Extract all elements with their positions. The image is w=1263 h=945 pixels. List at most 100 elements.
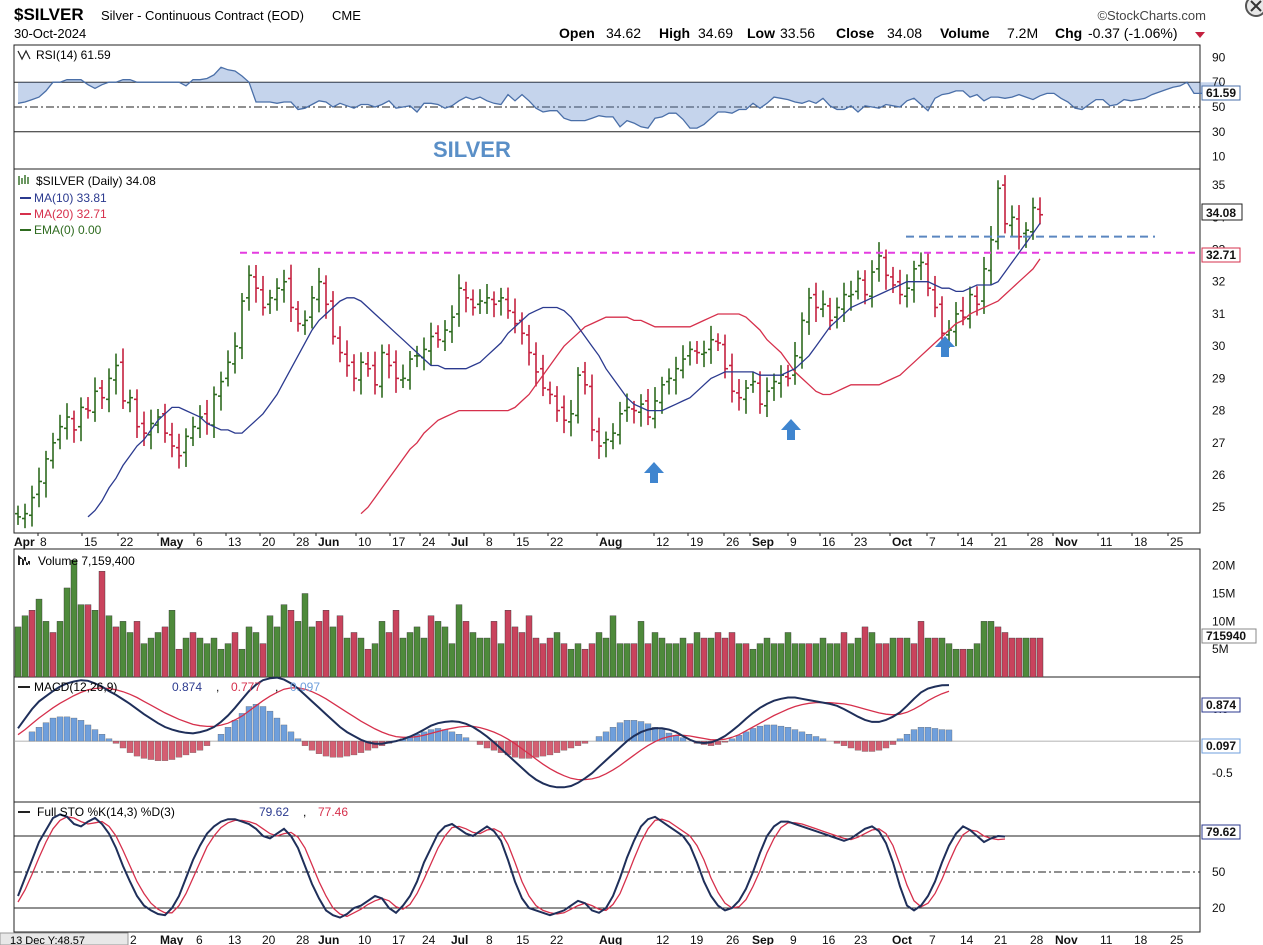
volume-bar [742,643,750,678]
volume-bar [847,643,855,678]
volume-bar [105,615,113,678]
volume-bar [987,621,995,678]
ohlc-bar [50,432,56,469]
high-label: High [659,25,690,41]
x-tick-label: Sep [752,535,774,549]
macd-histogram-bar [805,734,813,742]
volume-bar [182,637,190,678]
bottom-x-tick-label: 18 [1134,933,1148,945]
x-tick-label: 12 [656,535,670,549]
volume-bar [994,626,1002,678]
volume-bar [539,643,547,678]
price-legend: $SILVER (Daily) 34.08 [36,174,156,188]
volume-bar [56,621,64,678]
ohlc-bar [169,422,175,458]
ohlc-bar [477,289,483,314]
volume-bar [490,621,498,678]
chart-date: 30-Oct-2024 [14,26,86,41]
ohlc-bar [855,270,861,300]
volume-bar [651,632,659,678]
x-tick-label: 6 [196,535,203,549]
bottom-x-tick-label: 10 [358,933,372,945]
volume-bar [812,643,820,678]
stochastic-panel [13,801,1201,933]
ma20-legend: MA(20) 32.71 [34,207,107,221]
volume-bar [462,621,470,678]
macd-histogram-bar [119,740,127,749]
price-tick-label: 26 [1212,468,1226,482]
macd-histogram-bar [28,731,36,742]
volume-bar [294,621,302,678]
x-tick-label: Aug [599,535,622,549]
macd-histogram-bar [777,725,785,742]
volume-bar [427,615,435,678]
ohlc-bar [484,283,490,314]
macd-histogram-bar [329,740,337,758]
macd-histogram-bar [756,725,764,742]
ohlc-bar [449,305,455,343]
ohlc-bar [876,242,882,282]
axis-ticks: 9070503010353433323130292827262520M15M10… [1212,50,1235,915]
volume-bar [308,626,316,678]
bottom-x-tick-label: Jun [318,933,339,945]
up-arrow-icon [935,336,955,357]
volume-bar [161,626,169,678]
x-tick-label: 24 [422,535,436,549]
volume-bar [140,643,148,678]
bottom-x-tick-label: 11 [1100,933,1113,945]
ohlc-bar [659,376,665,414]
ohlc-bar [15,505,21,525]
bottom-x-tick-label: Oct [892,933,912,945]
macd-histogram-bar [322,740,330,757]
volume-bar [21,615,29,678]
volume-bar [1008,637,1016,678]
x-tick-label: 16 [822,535,836,549]
macd-histogram-bar [441,729,449,742]
macd-histogram-bar [203,740,211,746]
panel-frames [13,44,1201,933]
price-tick-label: 29 [1212,371,1226,385]
volume-bar [133,621,141,678]
volume-bar [616,643,624,678]
chg-label: Chg [1055,25,1082,41]
volume-bar [1001,632,1009,678]
volume-bar [707,637,715,678]
volume-bar [35,598,43,678]
volume-legend: Volume 7,159,400 [38,554,135,568]
macd-histogram-bar [308,740,316,751]
x-tick-label: Oct [892,535,912,549]
bottom-x-tick-label: 23 [854,933,868,945]
macd-histogram-bar [280,724,288,742]
ohlc-bar [78,397,84,442]
up-arrow-icon [644,462,664,483]
volume-tick-label: 20M [1212,559,1235,573]
close-icon[interactable] [1245,0,1263,17]
bottom-x-tick-label: 2 [130,933,137,945]
close-tag: 34.08 [1206,206,1236,220]
macd-histogram-bar [42,722,50,742]
volume-bar [840,632,848,678]
ohlc-bar [43,450,49,498]
ohlc-bar [932,275,938,318]
volume-bar [371,643,379,678]
volume-value: 7.2M [1007,25,1038,41]
volume-bar [910,643,918,678]
x-tick-label: Nov [1055,535,1078,549]
volume-bar [903,637,911,678]
ohlc-bar [687,341,693,366]
volume-bar [868,632,876,678]
macd-tick-label: -0.5 [1212,766,1233,780]
macd-histogram-bar [217,734,225,742]
bottom-x-tick-label: May [160,933,184,945]
ohlc-bar [246,265,252,311]
ohlc-bar [505,287,511,319]
sto-tag: 79.62 [1206,825,1236,839]
ohlc-bar [323,275,329,319]
macd-histogram-bar [231,720,239,742]
ohlc-bar [967,286,973,329]
exchange: CME [332,8,361,23]
ohlc-bar [680,345,686,379]
price-panel [13,168,1201,534]
ohlc-bar [295,301,301,332]
ohlc-bar [568,399,574,437]
